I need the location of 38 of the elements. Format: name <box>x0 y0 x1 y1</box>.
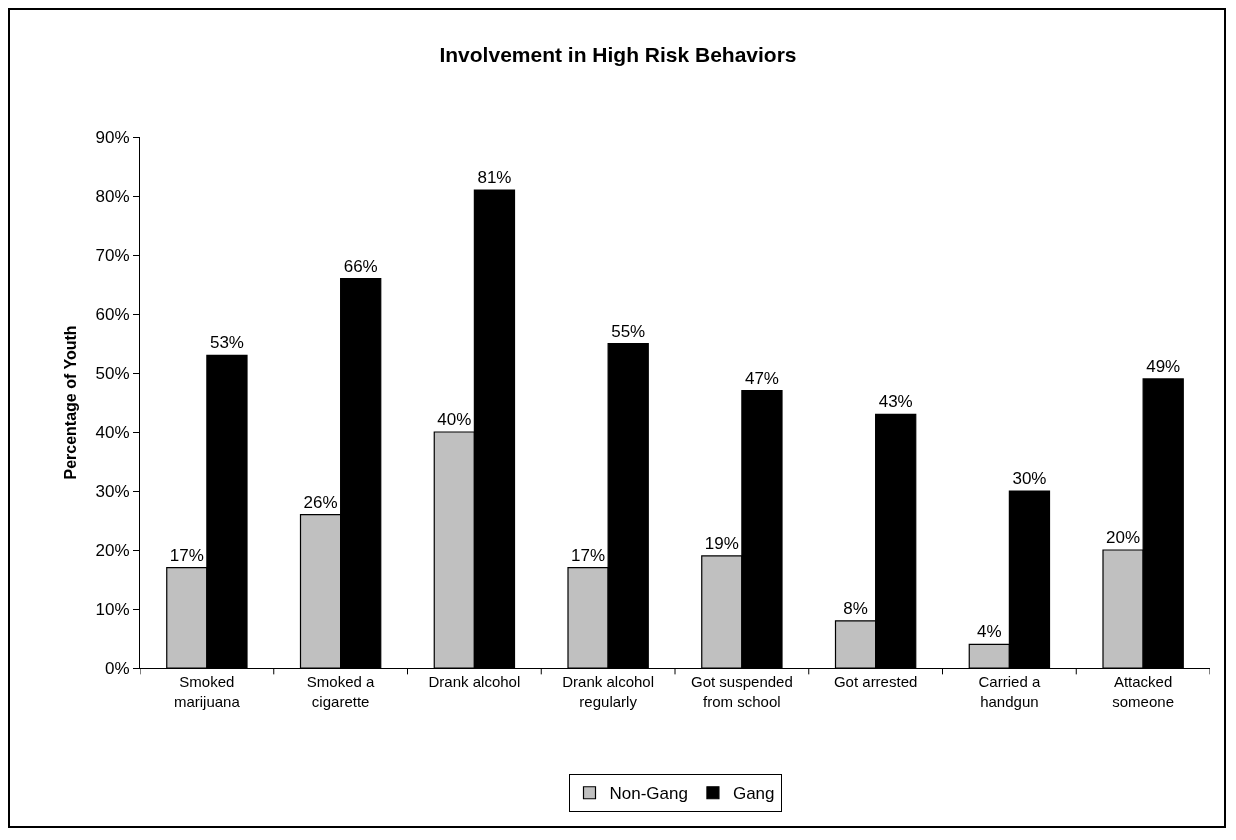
x-tick-label: Carried a handgun <box>978 673 1041 710</box>
data-label: 81% <box>477 168 512 188</box>
x-tick-label: Drank alcohol regularly <box>562 673 654 710</box>
y-tick-label: 10% <box>95 599 130 619</box>
data-label: 4% <box>977 622 1002 642</box>
data-label: 17% <box>571 545 606 565</box>
x-tick-label: Attacked someone <box>1112 673 1174 710</box>
data-label: 40% <box>437 410 472 429</box>
x-tick-label: Got arrested <box>833 673 918 690</box>
data-label: 8% <box>843 598 868 618</box>
data-label: 47% <box>744 368 779 388</box>
y-axis-title: Percentage of Youth <box>62 325 80 480</box>
legend-label: Gang <box>732 784 775 804</box>
data-label: 26% <box>303 492 338 512</box>
data-label: 53% <box>209 333 244 353</box>
x-tick-label: Got suspended from school <box>691 673 793 710</box>
data-label: 55% <box>611 321 646 341</box>
y-tick-label: 70% <box>95 245 130 265</box>
y-tick-label: 50% <box>95 363 130 383</box>
y-tick-label: 0% <box>105 658 130 678</box>
data-label: 17% <box>169 545 204 565</box>
x-tick-label: Smoked marijuana <box>173 673 241 710</box>
x-tick-label: Smoked a cigarette <box>306 673 376 710</box>
legend-label: Non-Gang <box>609 784 688 804</box>
data-label: 43% <box>878 392 913 412</box>
x-tick-label: Drank alcohol <box>428 673 521 690</box>
y-tick-label: 90% <box>95 127 130 147</box>
data-label: 19% <box>704 533 739 553</box>
y-tick-label: 80% <box>95 186 130 206</box>
y-tick-label: 60% <box>95 304 130 324</box>
data-label: 20% <box>1106 528 1141 547</box>
y-tick-label: 40% <box>95 422 130 442</box>
y-tick-label: 20% <box>95 540 130 560</box>
chart-title: Involvement in High Risk Behaviors <box>439 42 797 66</box>
data-label: 30% <box>1012 469 1047 488</box>
data-label: 66% <box>343 256 378 276</box>
y-tick-label: 30% <box>95 481 130 501</box>
data-label: 49% <box>1146 356 1181 376</box>
